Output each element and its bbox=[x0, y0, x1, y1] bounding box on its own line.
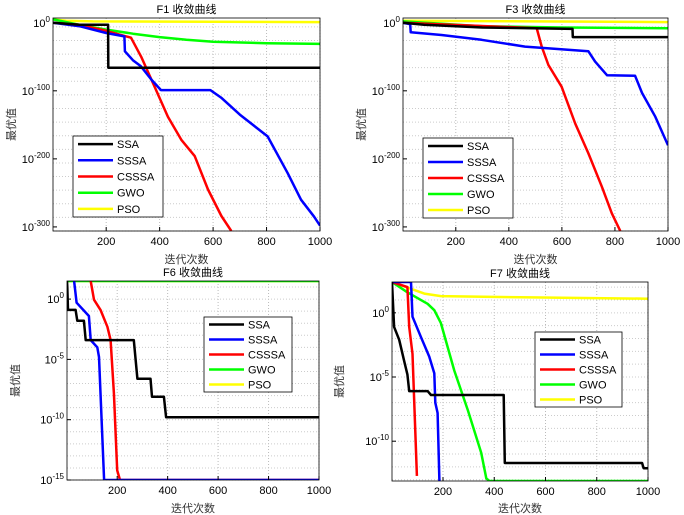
y-axis-label: 最优值 bbox=[333, 365, 346, 398]
legend-label: GWO bbox=[579, 380, 607, 392]
legend-label: SSSA bbox=[467, 157, 497, 169]
legend-label: PSO bbox=[117, 204, 141, 216]
legend-label: SSA bbox=[117, 139, 140, 151]
series-line-sssa bbox=[392, 282, 441, 481]
y-tick-label: 10-300 bbox=[372, 219, 401, 234]
y-axis-label: 最优值 bbox=[355, 108, 368, 141]
y-tick-label: 10-10 bbox=[365, 433, 389, 448]
y-axis-label: 最优值 bbox=[5, 108, 18, 141]
legend-label: GWO bbox=[248, 365, 276, 377]
x-tick-label: 1000 bbox=[307, 485, 331, 497]
x-tick-label: 1000 bbox=[308, 236, 332, 248]
y-tick-label: 10-100 bbox=[22, 83, 51, 98]
x-tick-label: 600 bbox=[209, 485, 227, 497]
legend: SSA SSSA CSSSA GWO PSO bbox=[203, 316, 293, 393]
x-tick-label: 400 bbox=[485, 486, 503, 498]
series-line-pso bbox=[403, 19, 668, 24]
x-tick-label: 400 bbox=[150, 236, 168, 248]
series-line-sssa bbox=[72, 281, 319, 480]
legend-label: GWO bbox=[467, 189, 495, 201]
series-line-gwo bbox=[392, 282, 648, 481]
legend: SSA SSSA CSSSA GWO PSO bbox=[422, 137, 514, 219]
x-axis-label: 迭代次数 bbox=[514, 252, 558, 266]
axes-box bbox=[52, 17, 321, 232]
legend: SSA SSSA CSSSA GWO PSO bbox=[534, 331, 623, 408]
x-tick-label: 1000 bbox=[636, 486, 660, 498]
y-tick-label: 100 bbox=[372, 305, 389, 320]
legend-label: SSA bbox=[467, 141, 490, 153]
axes-box bbox=[402, 17, 669, 232]
legend-label: SSA bbox=[579, 335, 602, 347]
legend-label: SSSA bbox=[117, 155, 147, 167]
x-tick-label: 600 bbox=[553, 236, 571, 248]
x-tick-label: 800 bbox=[588, 486, 606, 498]
chart-title: F7 收敛曲线 bbox=[490, 266, 550, 280]
x-tick-label: 600 bbox=[536, 486, 554, 498]
chart-title: F1 收敛曲线 bbox=[157, 2, 217, 16]
x-tick-label: 200 bbox=[108, 485, 126, 497]
legend-label: CSSSA bbox=[117, 172, 155, 184]
legend: SSA SSSA CSSSA GWO PSO bbox=[72, 135, 164, 218]
legend-label: CSSSA bbox=[467, 173, 505, 185]
chart-title: F6 收敛曲线 bbox=[163, 265, 223, 279]
y-tick-label: 10-100 bbox=[372, 83, 401, 98]
y-tick-label: 100 bbox=[383, 15, 400, 30]
x-axis-label: 迭代次数 bbox=[165, 252, 209, 266]
series-line-sssa bbox=[403, 21, 668, 146]
series-line-ssa bbox=[67, 281, 319, 419]
x-tick-label: 400 bbox=[500, 236, 518, 248]
subplot-3: 200 400 600 800 1000 100 10-5 10-10 10-15 F6 收敛曲线… bbox=[9, 265, 331, 515]
chart-title: F3 收敛曲线 bbox=[506, 2, 566, 16]
legend-label: CSSSA bbox=[579, 365, 617, 377]
y-tick-label: 10-5 bbox=[45, 351, 65, 366]
y-tick-label: 100 bbox=[47, 291, 64, 306]
subplot-1: 200 400 600 800 1000 100 10-100 10-200 10-300 F1 … bbox=[5, 2, 332, 266]
x-tick-label: 800 bbox=[259, 485, 277, 497]
x-tick-label: 800 bbox=[606, 236, 624, 248]
legend-label: SSA bbox=[248, 320, 271, 332]
axes-box bbox=[391, 281, 649, 482]
x-tick-label: 200 bbox=[97, 236, 115, 248]
x-tick-label: 200 bbox=[434, 486, 452, 498]
series-line-pso bbox=[392, 282, 648, 300]
x-tick-label: 200 bbox=[447, 236, 465, 248]
x-tick-label: 1000 bbox=[656, 236, 680, 248]
series-line-csssa bbox=[53, 21, 233, 231]
series-line-ssa bbox=[53, 21, 320, 69]
axes-box bbox=[66, 280, 320, 481]
y-tick-label: 10-5 bbox=[370, 369, 390, 384]
legend-label: CSSSA bbox=[248, 350, 286, 362]
y-tick-label: 100 bbox=[33, 15, 50, 30]
series-line-csssa bbox=[392, 282, 419, 476]
legend-label: PSO bbox=[579, 395, 603, 407]
legend-label: SSSA bbox=[248, 335, 278, 347]
legend-label: PSO bbox=[248, 380, 272, 392]
subplot-2: 200 400 600 800 1000 100 10-100 10-200 10-300 F3 … bbox=[355, 2, 680, 266]
series-line-csssa bbox=[403, 21, 622, 231]
x-tick-label: 400 bbox=[158, 485, 176, 497]
x-axis-label: 迭代次数 bbox=[498, 501, 542, 515]
y-tick-label: 10-300 bbox=[22, 219, 51, 234]
y-axis-label: 最优值 bbox=[9, 364, 22, 397]
y-tick-label: 10-15 bbox=[40, 472, 64, 487]
series-line-ssa bbox=[403, 21, 668, 39]
legend-label: SSSA bbox=[579, 350, 609, 362]
legend-label: PSO bbox=[467, 205, 491, 217]
series-line-ssa bbox=[392, 282, 648, 470]
y-tick-label: 10-200 bbox=[372, 151, 401, 166]
x-tick-label: 800 bbox=[257, 236, 275, 248]
x-axis-label: 迭代次数 bbox=[171, 501, 215, 515]
y-tick-label: 10-200 bbox=[22, 151, 51, 166]
y-tick-label: 10-10 bbox=[40, 412, 64, 427]
x-tick-label: 600 bbox=[204, 236, 222, 248]
series-line-sssa bbox=[53, 21, 320, 227]
legend-label: GWO bbox=[117, 188, 145, 200]
